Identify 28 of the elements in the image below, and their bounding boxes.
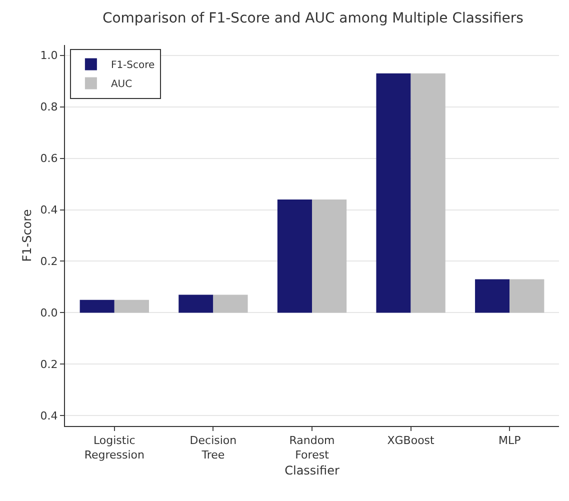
x-tick-label: MLP (498, 434, 522, 448)
y-tick-label: 0.0 (40, 306, 58, 320)
x-axis-title: Classifier (284, 464, 340, 478)
bar (312, 199, 347, 313)
y-tick-label: 0.4 (40, 204, 58, 217)
y-tick-label: 0.4 (40, 410, 58, 423)
x-tick-label: Random Forest (289, 434, 335, 462)
bar (80, 300, 114, 313)
y-tick-label: 0.8 (40, 100, 58, 114)
y-tick-label: 0.2 (40, 358, 58, 372)
bar (510, 279, 544, 313)
legend-label: AUC (110, 79, 132, 90)
y-axis-title: F1-Score (20, 209, 34, 262)
bar (410, 73, 446, 313)
x-tick-label: Logistic Regression (84, 434, 145, 462)
y-tick-label: 0.6 (40, 152, 58, 166)
bar (475, 279, 510, 313)
y-tick-label: 1.0 (40, 49, 58, 62)
y-tick-label: 0.2 (40, 255, 58, 268)
bar (178, 294, 214, 313)
x-tick-label: Decision Tree (190, 434, 237, 462)
x-tick-label: XGBoost (387, 434, 436, 448)
legend-label: F1-Score (110, 60, 155, 72)
chart-title: Comparison of F1-Score and AUC among Multiple Classifiers (102, 10, 524, 26)
bar (213, 294, 248, 313)
bar (114, 300, 149, 313)
bar (277, 199, 312, 313)
bar (376, 73, 411, 313)
